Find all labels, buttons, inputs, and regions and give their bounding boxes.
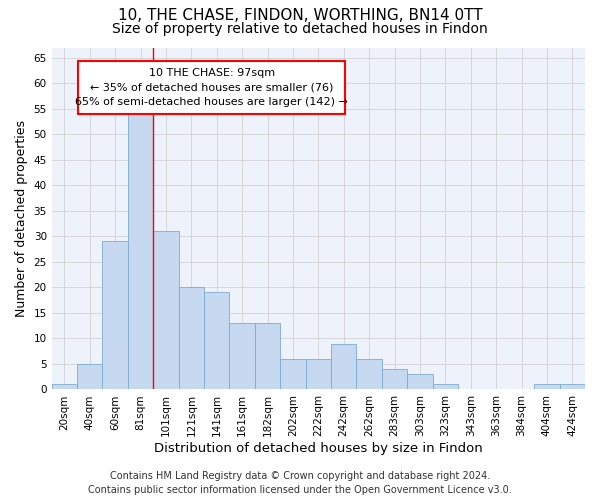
- Bar: [382, 369, 407, 390]
- Bar: [52, 384, 77, 390]
- Bar: [77, 364, 103, 390]
- Bar: [128, 114, 153, 390]
- Bar: [331, 344, 356, 390]
- Bar: [179, 288, 204, 390]
- X-axis label: Distribution of detached houses by size in Findon: Distribution of detached houses by size …: [154, 442, 483, 455]
- Y-axis label: Number of detached properties: Number of detached properties: [15, 120, 28, 317]
- Bar: [356, 359, 382, 390]
- Bar: [534, 384, 560, 390]
- Bar: [204, 292, 229, 390]
- Text: 10 THE CHASE: 97sqm
← 35% of detached houses are smaller (76)
65% of semi-detach: 10 THE CHASE: 97sqm ← 35% of detached ho…: [75, 68, 348, 108]
- Bar: [560, 384, 585, 390]
- Text: Contains HM Land Registry data © Crown copyright and database right 2024.
Contai: Contains HM Land Registry data © Crown c…: [88, 471, 512, 495]
- FancyBboxPatch shape: [79, 61, 345, 114]
- Bar: [280, 359, 305, 390]
- Bar: [433, 384, 458, 390]
- Bar: [305, 359, 331, 390]
- Bar: [103, 242, 128, 390]
- Bar: [153, 231, 179, 390]
- Text: Size of property relative to detached houses in Findon: Size of property relative to detached ho…: [112, 22, 488, 36]
- Bar: [229, 323, 255, 390]
- Text: 10, THE CHASE, FINDON, WORTHING, BN14 0TT: 10, THE CHASE, FINDON, WORTHING, BN14 0T…: [118, 8, 482, 22]
- Bar: [255, 323, 280, 390]
- Bar: [407, 374, 433, 390]
